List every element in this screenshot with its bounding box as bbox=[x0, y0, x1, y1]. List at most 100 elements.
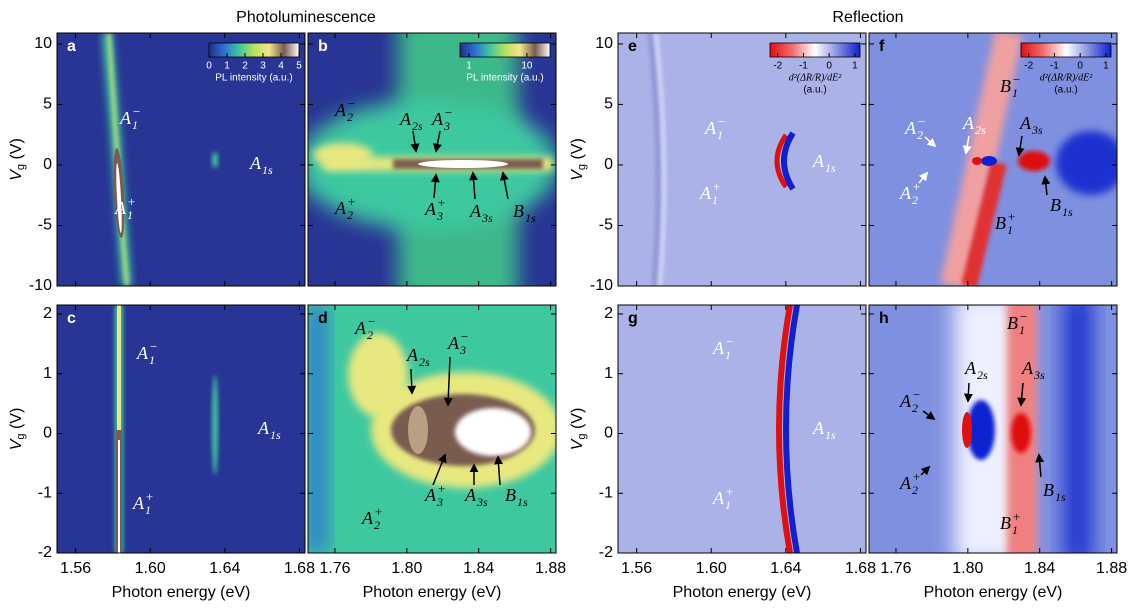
annotation-label: A bbox=[132, 493, 145, 513]
annotation-label: B bbox=[513, 201, 524, 221]
heatmap-shading bbox=[776, 305, 793, 553]
panel-border bbox=[56, 304, 306, 554]
annotation-superscript: − bbox=[917, 114, 926, 129]
annotation-label: B bbox=[505, 485, 516, 505]
colorbar-tick-label: 1 bbox=[1103, 61, 1109, 72]
x-tick-label: 1.84 bbox=[463, 560, 494, 577]
annotation-subscript: 1s bbox=[270, 428, 281, 442]
y-tick-label: 0 bbox=[604, 156, 613, 173]
annotation-arrow bbox=[432, 130, 442, 153]
annotation-arrow bbox=[1017, 382, 1027, 407]
heatmap-shading bbox=[648, 33, 660, 286]
colorbar-tick-label: -2 bbox=[773, 61, 782, 72]
x-tick-label: 1.88 bbox=[535, 560, 566, 577]
annotation-subscript: 1s bbox=[262, 163, 273, 177]
panel: f-2 -1 0 1d²(ΔR/R)/dE²(a.u.)B 1−A 2− A 2s A 3sA 2+… bbox=[868, 32, 1118, 287]
colorbar-label: PL intensity (a.u.) bbox=[466, 73, 543, 84]
heatmap-shading bbox=[1064, 305, 1092, 553]
annotation-superscript: + bbox=[347, 194, 356, 209]
colorbar-tick-label: -2 bbox=[1024, 61, 1033, 72]
annotation-subscript: 2 bbox=[347, 208, 353, 222]
annotation-arrow bbox=[962, 135, 972, 155]
annotation-label: A bbox=[406, 345, 419, 365]
annotation-label: A bbox=[1021, 358, 1034, 378]
annotation-label: A bbox=[334, 198, 347, 218]
heatmap bbox=[308, 305, 556, 553]
x-tick-label: 1.88 bbox=[1096, 560, 1127, 577]
colorbar bbox=[1020, 42, 1112, 58]
colorbar-tick-label: 5 bbox=[296, 61, 302, 72]
heatmap-shading bbox=[967, 400, 995, 460]
heatmap-shading bbox=[455, 408, 531, 456]
annotation-label: B bbox=[1000, 76, 1011, 96]
annotation-label: A bbox=[249, 153, 262, 173]
annotation-arrow bbox=[924, 136, 937, 148]
x-tick-label: 1.68 bbox=[284, 560, 315, 577]
y-tick-label: 1 bbox=[604, 365, 613, 382]
panel: 1.56 1.60 1.64 1.68 2 1 0 -1 -2 Photon energy (eV… bbox=[569, 304, 876, 601]
colorbar-tick-label: 1 bbox=[852, 61, 858, 72]
y-tick-label: 0 bbox=[43, 425, 52, 442]
annotation-subscript: 1 bbox=[712, 193, 718, 207]
x-tick-label: 1.60 bbox=[696, 560, 727, 577]
annotation-label: A bbox=[114, 198, 127, 218]
annotation-arrow bbox=[918, 171, 929, 184]
annotation-subscript: 1 bbox=[717, 128, 723, 142]
annotation-subscript: 3s bbox=[1033, 368, 1045, 382]
colorbar-label: (a.u.) bbox=[803, 85, 826, 96]
y-tick-label: -2 bbox=[38, 544, 52, 561]
annotation-label: A bbox=[354, 318, 367, 338]
annotation-label: A bbox=[899, 183, 912, 203]
annotation-label: A bbox=[1019, 113, 1032, 133]
annotation-subscript: 3s bbox=[476, 495, 488, 509]
colorbar-label: (a.u.) bbox=[1054, 85, 1077, 96]
annotation-label: A bbox=[712, 338, 725, 358]
colorbar-tick-label: 0 bbox=[826, 61, 832, 72]
annotation-superscript: − bbox=[1019, 309, 1028, 324]
y-axis-label: Vg (V) bbox=[569, 408, 588, 451]
annotation-subscript: 2 bbox=[912, 401, 918, 415]
annotation-superscript: − bbox=[1012, 72, 1021, 87]
annotation-subscript: 1 bbox=[145, 503, 151, 517]
annotation-label: A bbox=[704, 118, 717, 138]
colorbar-tick-label: -1 bbox=[1050, 61, 1059, 72]
y-tick-label: 5 bbox=[43, 96, 52, 113]
y-axis-label-unit: (V) bbox=[8, 408, 25, 434]
annotation-label: A bbox=[964, 358, 977, 378]
heatmap-shading bbox=[961, 161, 1007, 286]
colorbar-tick-label: 2 bbox=[242, 61, 248, 72]
annotation-arrow bbox=[494, 455, 504, 486]
heatmap-shading bbox=[408, 406, 428, 454]
panel-border bbox=[617, 32, 867, 287]
colorbar-tick-label: 4 bbox=[278, 61, 284, 72]
y-tick-label: 10 bbox=[34, 35, 52, 52]
panel-letter: a bbox=[67, 38, 76, 55]
y-tick-label: 1 bbox=[43, 365, 52, 382]
annotation-arrow bbox=[1015, 135, 1025, 157]
panel: 1.56 1.60 1.64 1.68 2 1 0 -1 -2 Photon energy (eV… bbox=[8, 304, 315, 601]
x-axis-label: Photon energy (eV) bbox=[673, 584, 812, 601]
panel-letter: g bbox=[628, 310, 638, 327]
annotation-superscript: + bbox=[437, 481, 446, 496]
annotation-arrow bbox=[1041, 175, 1051, 196]
annotation-superscript: + bbox=[127, 194, 136, 209]
annotation-subscript: 3s bbox=[481, 211, 493, 225]
annotation-label: A bbox=[119, 108, 132, 128]
annotation-arrow bbox=[920, 465, 931, 476]
y-axis-label: Vg (V) bbox=[8, 408, 27, 451]
heatmap-shading bbox=[618, 305, 866, 553]
annotation-superscript: + bbox=[912, 469, 921, 484]
annotation-label: A bbox=[962, 113, 975, 133]
annotation-label: A bbox=[431, 109, 444, 129]
annotation-subscript: 1 bbox=[725, 498, 731, 512]
colorbar-tick-label: -1 bbox=[799, 61, 808, 72]
annotation-label: A bbox=[136, 343, 149, 363]
annotation-subscript: 1s bbox=[1062, 205, 1073, 219]
annotation-superscript: − bbox=[912, 387, 921, 402]
annotation-subscript: 2 bbox=[912, 193, 918, 207]
x-axis-label: Photon energy (eV) bbox=[924, 584, 1063, 601]
annotation-superscript: − bbox=[460, 329, 469, 344]
annotation-subscript: 3 bbox=[436, 209, 443, 223]
annotation-subscript: 1 bbox=[1012, 86, 1018, 100]
